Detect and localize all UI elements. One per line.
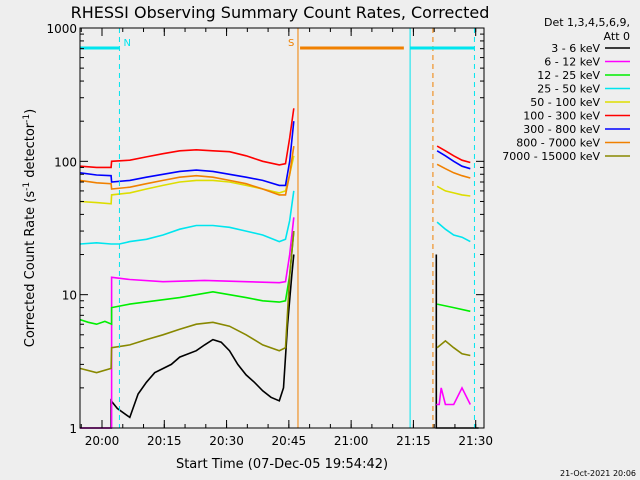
x-tick-label: 20:15 (147, 434, 182, 448)
legend-label: 3 - 6 keV (551, 42, 600, 55)
y-tick-label: 1 (69, 422, 77, 436)
series-8-path (79, 145, 471, 196)
x-tick-label: 21:00 (334, 434, 369, 448)
legend-label: 100 - 300 keV (523, 110, 600, 123)
y-axis: 1 10 100 1000 (46, 22, 484, 436)
series-7-path (79, 121, 471, 187)
x-tick-label: 20:45 (272, 434, 307, 448)
series-8-line (79, 145, 471, 196)
legend-label: 300 - 800 keV (523, 123, 600, 136)
legend-label: 50 - 100 keV (530, 96, 600, 109)
y-axis-label: Corrected Count Rate (s-1 detector-1) (22, 109, 38, 347)
plot-frame (79, 27, 485, 429)
y-tick-label: 1000 (46, 22, 77, 36)
flag-label-1: N (123, 38, 130, 49)
series-3-line (79, 231, 471, 326)
legend-header-line2: Att 0 (604, 30, 630, 43)
legend-label: 6 - 12 keV (544, 56, 600, 69)
legend-label: 25 - 50 keV (537, 83, 600, 96)
x-tick-label: 21:30 (458, 434, 493, 448)
legend-label: 12 - 25 keV (537, 69, 600, 82)
series-5-path (79, 155, 471, 205)
chart-title: RHESSI Observing Summary Count Rates, Co… (71, 3, 490, 22)
y-tick-label: 10 (62, 289, 77, 303)
footer-timestamp: 21-Oct-2021 20:06 (560, 469, 636, 478)
x-tick-label: 20:30 (209, 434, 244, 448)
x-tick-label: 20:00 (85, 434, 120, 448)
legend-header-line1: Det 1,3,4,5,6,9, (544, 16, 630, 29)
series-3-path (79, 231, 471, 326)
series-7-line (79, 121, 471, 187)
y-tick-label: 100 (54, 155, 77, 169)
series-5-line (79, 155, 471, 205)
flag-label-2: S (288, 38, 294, 49)
series-6-path (79, 108, 471, 169)
x-tick-label: 21:15 (396, 434, 431, 448)
series-9-line (79, 231, 471, 374)
series-9-path (79, 231, 471, 374)
legend-label: 7000 - 15000 keV (502, 150, 600, 163)
legend-label: 800 - 7000 keV (516, 137, 600, 150)
x-axis-label: Start Time (07-Dec-05 19:54:42) (176, 457, 388, 472)
series-4-path (79, 190, 471, 245)
x-axis: 20:00 20:15 20:30 20:45 21:00 21:15 21:30 (80, 28, 493, 448)
series-6-line (79, 108, 471, 169)
series-4-line (79, 190, 471, 245)
